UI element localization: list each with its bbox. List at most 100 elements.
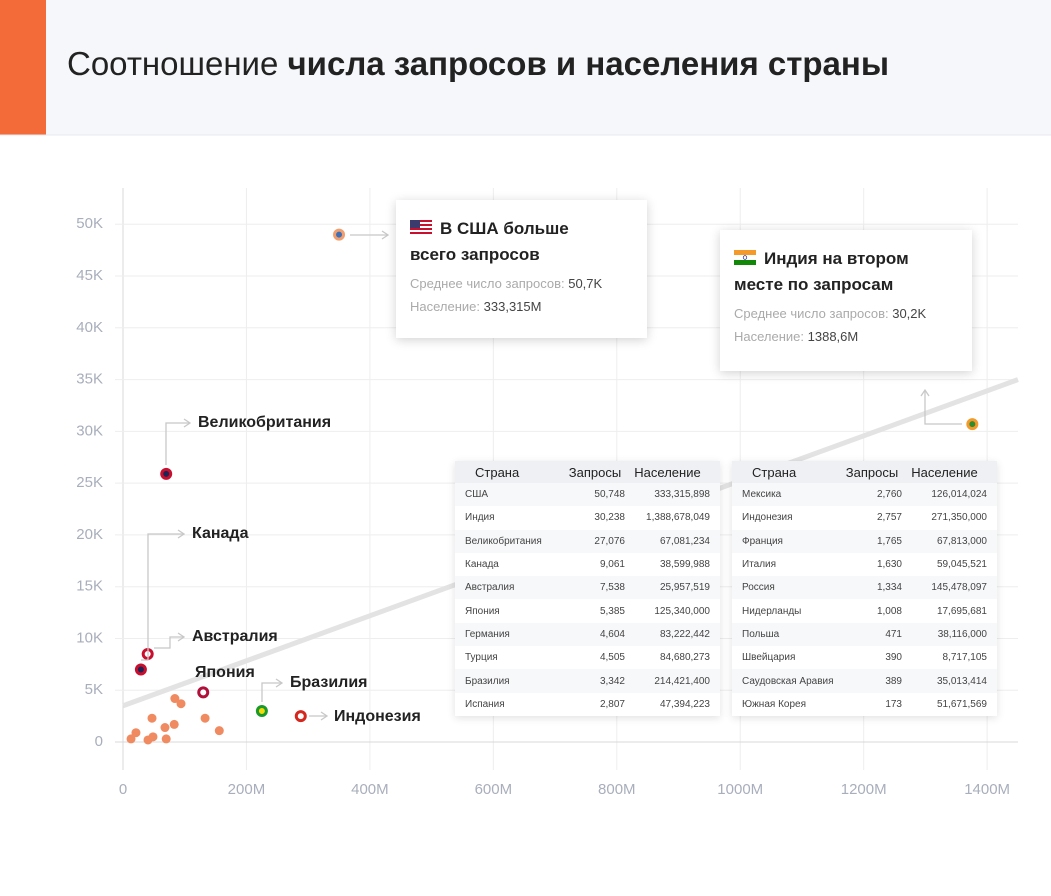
table-cell: 30,238 [594,512,625,524]
table-cell: 67,813,000 [936,535,987,547]
point [134,663,147,676]
table-row: Бразилия 3,342 214,421,400 [455,669,720,693]
y-tick-label: 50K [76,215,103,232]
y-tick-label: 45K [76,267,103,284]
point-label: Индонезия [334,708,421,725]
table-cell: Япония [465,605,500,617]
x-tick-label: 1000M [717,781,763,798]
table-cell: 145,478,097 [931,582,987,594]
table-cell: Бразилия [465,675,510,687]
table-row: Австралия 7,538 25,957,519 [455,576,720,600]
x-tick-label: 400M [351,781,389,798]
point [294,710,307,723]
table-cell: 2,807 [599,698,625,710]
table-cell: 173 [885,698,902,710]
table-cell: 25,957,519 [659,582,710,594]
table-cell: 125,340,000 [654,605,710,617]
callout-value: 50,7K [568,276,603,291]
callout-title: всего запросов [410,245,540,264]
table-cell: 1,388,678,049 [646,512,710,524]
table-cell: 47,394,223 [659,698,710,710]
table-cell: 35,013,414 [936,675,987,687]
connector [141,533,184,661]
table-row: Саудовская Аравия 389 35,013,414 [732,669,997,693]
table-cell: 7,538 [599,582,625,594]
x-tick-label: 800M [598,781,636,798]
y-tick-label: 5K [85,681,103,698]
table-cell: 271,350,000 [931,512,987,524]
table-cell: 59,045,521 [936,559,987,571]
point [170,694,180,704]
point [255,704,268,717]
callout-value: 30,2K [892,306,927,321]
table-cell: 8,717,105 [942,652,988,664]
table-row: США 50,748 333,315,898 [455,483,720,507]
table-cell: 38,116,000 [937,628,987,640]
point [200,713,210,723]
table-cell: Великобритания [465,535,542,547]
table-header: Страна Запросы Население [732,461,997,483]
table-cell: 390 [885,652,902,664]
table-row: Испания 2,807 47,394,223 [455,693,720,716]
y-tick-label: 35K [76,371,103,388]
connectors [141,230,962,721]
table-cell: Турция [465,652,498,664]
header-cell: Страна [475,464,520,480]
point [161,734,171,744]
table-cell: Польша [742,628,780,640]
table-cell: Канада [465,559,499,571]
arrow [920,388,930,397]
flag-us [410,220,432,235]
table-cell: Россия [742,582,775,594]
table-row: Польша 471 38,116,000 [732,622,997,647]
table-cell: 67,081,234 [659,535,710,547]
point [169,719,179,729]
arrow [381,230,390,240]
table-row: Швейцария 390 8,717,105 [732,646,997,669]
table-cell: 214,421,400 [654,675,710,687]
table-cell: 1,334 [876,582,902,594]
connector [154,636,184,649]
table-cell: 50,748 [594,489,625,501]
table-row: Нидерланды 1,008 17,695,681 [732,599,997,622]
table-cell: Германия [465,628,510,640]
title: Соотношение числа запросов и населения с… [67,45,889,82]
table-cell: 1,630 [876,559,902,571]
header-band [0,0,1051,135]
table-cell: 84,680,273 [659,652,710,664]
table-row: Турция 4,505 84,680,273 [455,646,720,669]
table-row: Франция 1,765 67,813,000 [732,529,997,553]
y-tick-label: 10K [76,629,103,646]
arrow [177,529,186,539]
y-tick-label: 30K [76,422,103,439]
point [147,713,157,723]
callout: В США больше всего запросов Среднее число… [396,200,647,338]
table-cell: 27,076 [594,535,625,547]
table-row: Великобритания 27,076 67,081,234 [455,529,720,553]
header-cell: Запросы [845,464,899,480]
table-cell: Австралия [465,582,515,594]
table-cell: 5,385 [599,605,625,617]
table-cell: 38,599,988 [659,559,710,571]
table: Страна Запросы Население США 50,748 333,315,8… [455,461,720,716]
point-label: Канада [192,525,249,542]
arrow [320,711,329,721]
table-cell: 83,222,442 [659,628,710,640]
callout-title: месте по запросам [734,275,894,294]
callout-key: Среднее число запросов: [734,306,889,321]
point [197,686,210,699]
header-cell: Страна [752,464,797,480]
point [148,732,158,742]
table-row: Индонезия 2,757 271,350,000 [732,506,997,529]
table-cell: Швейцария [742,652,796,664]
callout-key: Население: [410,299,481,314]
x-tick-label: 0 [119,781,127,798]
table-header: Страна Запросы Население [455,461,720,483]
point [333,228,346,241]
arrow [275,678,284,688]
table-body: США 50,748 333,315,898 Индия 30,238 1,388,678… [455,483,720,716]
table-row: Мексика 2,760 126,014,024 [732,483,997,507]
table-cell: 126,014,024 [931,489,987,501]
